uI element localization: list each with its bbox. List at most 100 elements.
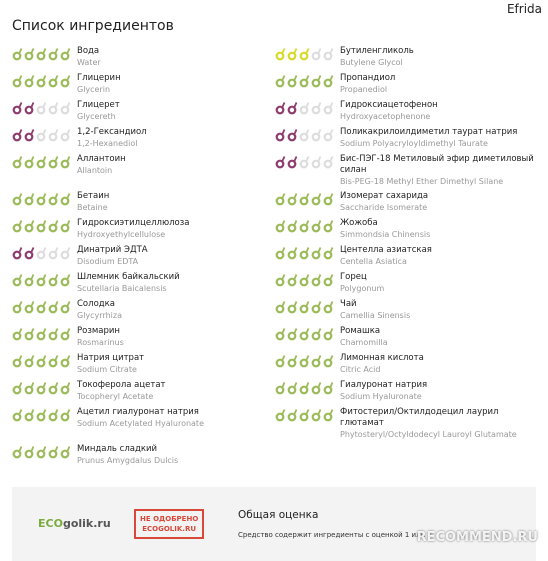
drop-tail: [54, 301, 59, 308]
drop-ring: [311, 385, 321, 395]
drop-ring: [12, 250, 22, 260]
drop: [24, 247, 35, 260]
drop-tail: [317, 328, 322, 335]
drop-tail: [305, 220, 310, 227]
drop: [36, 102, 47, 115]
drop-ring: [311, 304, 321, 314]
drop-tail: [66, 274, 71, 281]
drop-tail: [66, 409, 71, 416]
ingredient-text: Ромашка Chamomilla: [340, 326, 388, 349]
drop: [299, 75, 310, 88]
ingredient-name: Жожоба: [340, 218, 378, 228]
drop: [287, 193, 298, 206]
ingredient-inci: Hydroxyethylcellulose: [77, 230, 166, 239]
ingredient-text: Солодка Glycyrrhiza: [77, 299, 122, 322]
drop: [323, 301, 334, 314]
drop-ring: [24, 358, 34, 368]
drop: [12, 274, 23, 287]
drop-tail: [281, 193, 286, 200]
drop: [12, 328, 23, 341]
drop-tail: [30, 274, 35, 281]
drop-ring: [24, 196, 34, 206]
ingredient-name: Миндаль сладкий: [77, 444, 158, 454]
ingredient-text: Гидроксиацетофенон Hydroxyacetophenone: [340, 100, 438, 123]
ingredient: [275, 444, 542, 467]
drop-ring: [299, 51, 309, 61]
ingredient-text: 1,2-Гександиол 1,2-Hexanediol: [77, 127, 147, 150]
ingredient-name: Поликакрилоилдиметил таурат натрия: [340, 127, 518, 137]
ingredient-name: 1,2-Гександиол: [77, 127, 147, 137]
drop-tail: [281, 220, 286, 227]
drop-ring: [24, 223, 34, 233]
drop: [36, 446, 47, 459]
drop-tail: [30, 409, 35, 416]
drop: [12, 301, 23, 314]
ingredient: Жожоба Simmondsia Chinensis: [275, 218, 542, 241]
drop-tail: [42, 193, 47, 200]
drop-ring: [323, 105, 333, 115]
drop-tail: [305, 75, 310, 82]
drop-ring: [275, 51, 285, 61]
ingredient-name: Фитостерил/Октилдодецил лаурил глютамат: [340, 407, 499, 428]
drop-tail: [305, 48, 310, 55]
rating-drops: [275, 247, 334, 260]
drop-tail: [42, 355, 47, 362]
drop: [24, 75, 35, 88]
drop-ring: [12, 196, 22, 206]
drop: [323, 193, 334, 206]
drop-tail: [317, 355, 322, 362]
ingredient-name: Горец: [340, 272, 367, 282]
drop: [36, 301, 47, 314]
drop-tail: [54, 220, 59, 227]
drop-ring: [48, 159, 58, 169]
drop: [12, 355, 23, 368]
drop: [36, 274, 47, 287]
ingredient-text: Шлемник байкальский Scutellaria Baicalens…: [77, 272, 180, 295]
drop-tail: [54, 355, 59, 362]
drop-tail: [54, 382, 59, 389]
drop: [311, 409, 322, 422]
drop-ring: [60, 159, 70, 169]
ingredient-inci: Sodium Citrate: [77, 365, 137, 374]
drop-tail: [66, 301, 71, 308]
drop-ring: [48, 196, 58, 206]
drop-tail: [18, 220, 23, 227]
drop-tail: [54, 446, 59, 453]
drop-ring: [60, 132, 70, 142]
drop: [299, 301, 310, 314]
ingredient-name: Пропандиол: [340, 73, 396, 83]
drop-ring: [323, 277, 333, 287]
drop-ring: [60, 78, 70, 88]
drop: [60, 48, 71, 61]
drop: [275, 382, 286, 395]
drop-tail: [54, 409, 59, 416]
ingredient-name: Розмарин: [77, 326, 120, 336]
drop-ring: [287, 304, 297, 314]
drop-tail: [281, 328, 286, 335]
ingredient-inci: Bis-PEG-18 Methyl Ether Dimethyl Silane: [340, 177, 504, 186]
ingredient: Бетаин Betaine: [12, 191, 275, 214]
drop-ring: [48, 250, 58, 260]
rating-drops: [12, 301, 71, 314]
drop-ring: [275, 196, 285, 206]
ingredient-text: Гидроксиэтилцеллюлоза Hydroxyethylcellulo…: [77, 218, 189, 241]
drop-tail: [42, 156, 47, 163]
drop-tail: [305, 193, 310, 200]
drop-ring: [60, 304, 70, 314]
ingredient-inci: Centella Asiatica: [340, 257, 407, 266]
drop-ring: [323, 223, 333, 233]
drop-ring: [48, 223, 58, 233]
drop-tail: [18, 355, 23, 362]
drop-tail: [66, 193, 71, 200]
drop-tail: [42, 102, 47, 109]
drop: [36, 75, 47, 88]
drop: [299, 247, 310, 260]
rating-heading: Общая оценка: [238, 509, 319, 521]
drop-tail: [18, 75, 23, 82]
rating-drops: [12, 220, 71, 233]
drop-tail: [317, 274, 322, 281]
ingredient-name: Динатрий ЭДТА: [77, 245, 148, 255]
drop-ring: [299, 159, 309, 169]
drop-ring: [287, 196, 297, 206]
drop-ring: [299, 78, 309, 88]
